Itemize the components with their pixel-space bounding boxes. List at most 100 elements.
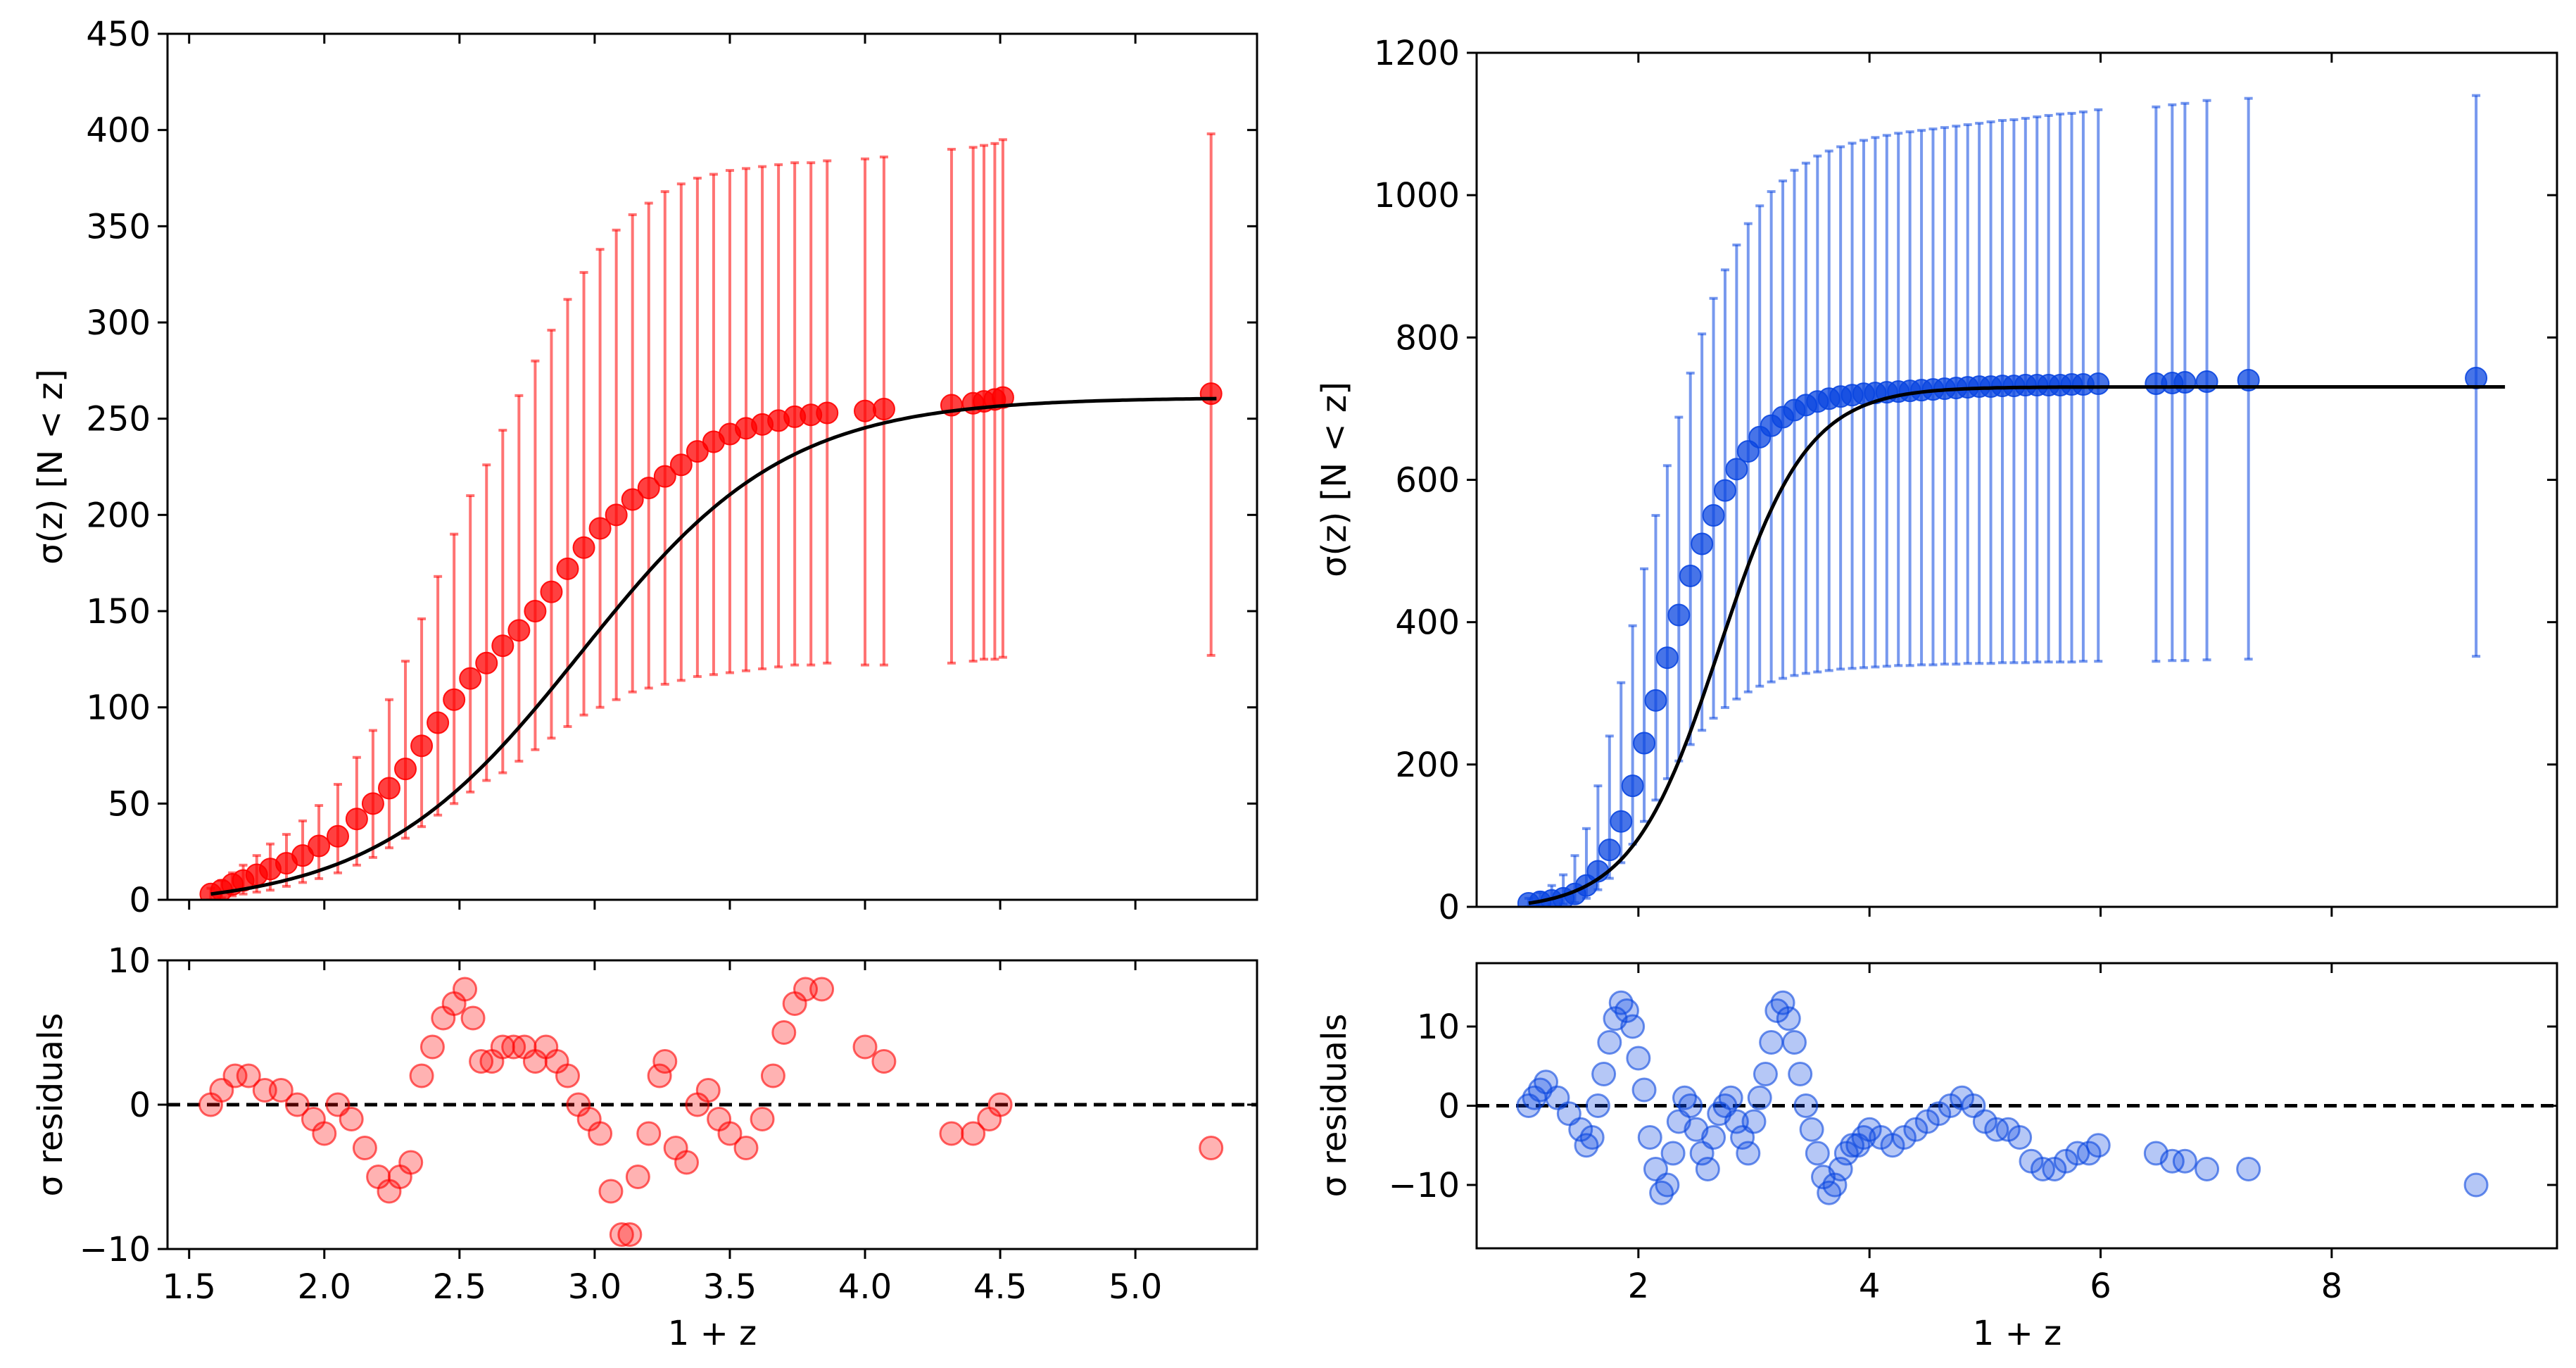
left-main-plot-area (199, 132, 1223, 900)
right-main-point (1598, 839, 1621, 862)
right-resid-plot-area (1477, 990, 2557, 1205)
left-resid-xtick-label: 1.5 (163, 1267, 216, 1307)
right-main-point (1610, 810, 1633, 833)
right-main-ytick-label: 400 (1395, 603, 1460, 643)
right-main-ytick-label: 200 (1395, 746, 1460, 785)
left-resid-xtick-label: 4.5 (973, 1267, 1027, 1307)
right-resid-point (1695, 1157, 1720, 1181)
left-resid-xtick-label: 4.0 (838, 1267, 892, 1307)
left-resid-xtick-label: 3.5 (703, 1267, 757, 1307)
right-main-ytick-label: 1200 (1374, 34, 1460, 73)
left-resid-point (409, 1063, 434, 1088)
right-resid-ytick-label: 0 (1438, 1087, 1460, 1127)
right-resid-point (2085, 1133, 2111, 1158)
left-main-point (459, 667, 482, 690)
right-main-point (1725, 458, 1748, 481)
left-resid-point (222, 1063, 248, 1088)
left-resid-ytick-label: 10 (108, 941, 151, 981)
right-resid-xtick-label: 6 (2090, 1267, 2111, 1306)
left-main-point (621, 488, 644, 511)
left-resid-point (961, 1121, 986, 1146)
left-resid-point (717, 1121, 743, 1146)
left-resid-ytick-label: 0 (129, 1086, 151, 1125)
left-resid-point (352, 1136, 377, 1160)
right-main-plot-area (1517, 94, 2506, 907)
right-main-point (1679, 564, 1702, 587)
left-residuals-xlabel: 1 + z (668, 1314, 757, 1353)
left-main-ytick-label: 400 (86, 111, 151, 151)
left-resid-point (419, 1034, 445, 1060)
right-resid-point (1637, 1125, 1662, 1150)
right-resid-point (1776, 1006, 1801, 1031)
right-resid-point (1759, 1030, 1784, 1055)
right-resid-ytick-label: 10 (1417, 1008, 1460, 1047)
left-resid-point (1199, 1136, 1224, 1160)
right-main-point (1713, 479, 1736, 502)
left-residuals-ylabel: σ residuals (31, 1013, 70, 1197)
right-resid-point (1788, 1062, 1813, 1086)
right-main-fit-curve (1528, 385, 2506, 905)
right-main-point (2087, 372, 2110, 396)
right-resid-xtick-label: 8 (2321, 1267, 2343, 1306)
left-resid-xtick-label: 3.0 (568, 1267, 621, 1307)
left-resid-ytick-label: −10 (80, 1230, 151, 1269)
right-resid-point (1793, 1093, 1819, 1118)
left-main-point (669, 453, 693, 477)
left-main-point (991, 386, 1014, 409)
right-resid-point (1579, 1125, 1605, 1150)
left-main-point (556, 557, 579, 580)
right-resid-point (1585, 1093, 1610, 1118)
right-resid-point (2236, 1157, 2261, 1181)
left-resid-point (871, 1049, 897, 1074)
left-resid-xtick-label: 2.5 (433, 1267, 486, 1307)
right-resid-point (1736, 1141, 1761, 1166)
left-main-ytick-label: 300 (86, 303, 151, 343)
left-main-point (410, 734, 434, 758)
left-resid-point (939, 1121, 964, 1146)
right-main-data (1517, 94, 2506, 907)
left-main-ytick-label: 0 (129, 881, 151, 920)
left-main-fit-curve (210, 396, 1217, 896)
right-resid-point (1620, 1014, 1646, 1039)
right-main-point (1621, 774, 1644, 798)
right-main-point (2195, 370, 2218, 394)
left-main-ylabel: σ(z) [N < z] (31, 369, 70, 565)
right-main-ylabel: σ(z) [N < z] (1315, 382, 1354, 577)
left-resid-point (617, 1222, 643, 1247)
left-resid-point (733, 1136, 759, 1160)
left-main-point (872, 398, 895, 420)
left-resid-point (339, 1107, 364, 1131)
right-residuals-ticks: 2 4 6 8 −10 0 10 (1389, 963, 2557, 1306)
left-main-point (1199, 382, 1223, 406)
right-residuals-data (1477, 990, 2557, 1205)
right-residuals-xlabel: 1 + z (1973, 1314, 2062, 1353)
left-resid-plot-area (168, 977, 1257, 1247)
left-main-point (443, 688, 466, 711)
left-main-point (345, 808, 368, 831)
left-resid-point (453, 977, 478, 1002)
left-main-point (377, 777, 400, 800)
right-resid-ytick-label: −10 (1389, 1166, 1460, 1205)
right-resid-point (1718, 1085, 1743, 1110)
left-resid-point (312, 1121, 337, 1146)
left-resid-point (398, 1150, 424, 1175)
right-main-point (1655, 646, 1679, 670)
left-resid-point (771, 1020, 797, 1045)
left-resid-xtick-label: 2.0 (298, 1267, 351, 1307)
right-resid-point (1597, 1030, 1622, 1055)
right-resid-point (1678, 1093, 1703, 1118)
left-main-ytick-label: 100 (86, 689, 151, 728)
left-main-point (491, 634, 514, 658)
left-main-ytick-label: 250 (86, 400, 151, 439)
right-main-point (1633, 732, 1656, 755)
left-main-point (394, 758, 417, 781)
right-resid-xtick-label: 4 (1859, 1267, 1881, 1306)
left-main-ticks: 0 50 100 150 200 250 300 350 400 450 (86, 15, 1257, 920)
left-main-point (653, 465, 676, 488)
left-resid-point (636, 1121, 662, 1146)
right-main-panel: 0 200 400 600 800 1000 1200 σ(z) [N < z] (1315, 34, 2558, 927)
left-residuals-ticks: 1.5 2.0 2.5 3.0 3.5 4.0 4.5 5.0 −10 0 10 (80, 941, 1257, 1307)
right-resid-xtick-label: 2 (1628, 1267, 1650, 1306)
left-residuals-data (168, 977, 1257, 1247)
